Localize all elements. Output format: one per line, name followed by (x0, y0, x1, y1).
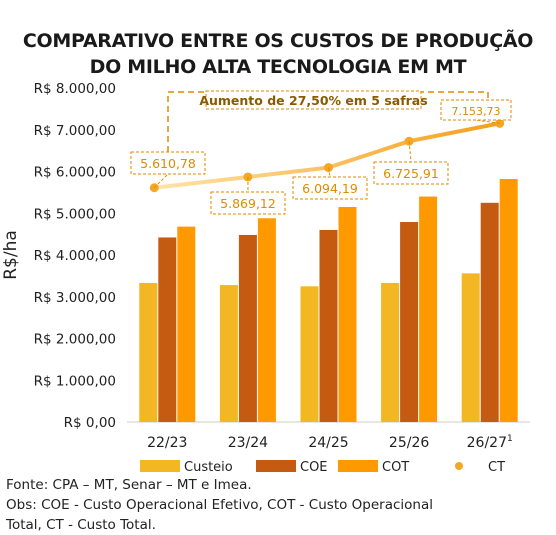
x-tick-superscript: 1 (507, 434, 513, 444)
y-tick-label: R$ 8.000,00 (34, 81, 116, 97)
legend-label-custeio: Custeio (184, 460, 233, 475)
y-axis-label: R$/ha (1, 230, 21, 280)
legend-swatch-coe (256, 460, 296, 472)
ct-data-label: 5.610,78 (140, 156, 196, 171)
bar-cot-24-25 (339, 207, 357, 422)
bar-custeio-25-26 (381, 283, 399, 422)
y-tick-label: R$ 1.000,00 (34, 373, 116, 389)
bar-coe-25-26 (400, 222, 418, 422)
legend-label-coe: COE (300, 460, 328, 475)
x-tick-label: 26/271 (467, 434, 513, 451)
ct-data-label: 5.869,12 (220, 196, 276, 211)
y-tick-label: R$ 7.000,00 (34, 123, 116, 139)
bar-custeio-24-25 (301, 286, 319, 422)
source-note: Fonte: CPA – MT, Senar – MT e Imea. (6, 475, 252, 495)
legend-label-cot: COT (382, 460, 409, 475)
y-tick-label: R$ 6.000,00 (34, 165, 116, 181)
y-tick-label: R$ 0,00 (64, 415, 116, 431)
bar-coe-26-27 (481, 203, 499, 422)
obs-note-line-2: Total, CT - Custo Total. (6, 515, 156, 535)
bar-cot-25-26 (419, 197, 437, 422)
annotation-text: Aumento de 27,50% em 5 safras (199, 93, 427, 108)
bar-coe-24-25 (320, 230, 338, 422)
obs-note-line-1: Obs: COE - Custo Operacional Efetivo, CO… (6, 495, 433, 515)
bar-cot-22-23 (177, 227, 195, 422)
bar-cot-26-27 (500, 179, 518, 422)
bar-coe-23-24 (239, 235, 257, 422)
ct-data-label: 7.153,73 (452, 105, 501, 118)
bar-custeio-26-27 (462, 273, 480, 422)
y-tick-label: R$ 2.000,00 (34, 332, 116, 348)
x-tick-label: 23/24 (228, 435, 268, 451)
x-tick-label: 25/26 (389, 435, 429, 451)
y-tick-label: R$ 4.000,00 (34, 248, 116, 264)
legend-label-ct: CT (488, 460, 505, 475)
x-tick-label: 22/23 (147, 435, 187, 451)
x-tick-label: 24/25 (308, 435, 348, 451)
bar-cot-23-24 (258, 218, 276, 422)
bar-custeio-22-23 (139, 283, 157, 422)
y-tick-label: R$ 3.000,00 (34, 290, 116, 306)
ct-data-label: 6.725,91 (383, 166, 439, 181)
legend-swatch-custeio (140, 460, 180, 472)
bar-custeio-23-24 (220, 285, 238, 422)
ct-data-label: 6.094,19 (302, 181, 358, 196)
legend-swatch-cot (338, 460, 378, 472)
legend-swatch-ct-point (455, 462, 463, 470)
y-tick-label: R$ 5.000,00 (34, 206, 116, 222)
bar-coe-22-23 (158, 237, 176, 422)
